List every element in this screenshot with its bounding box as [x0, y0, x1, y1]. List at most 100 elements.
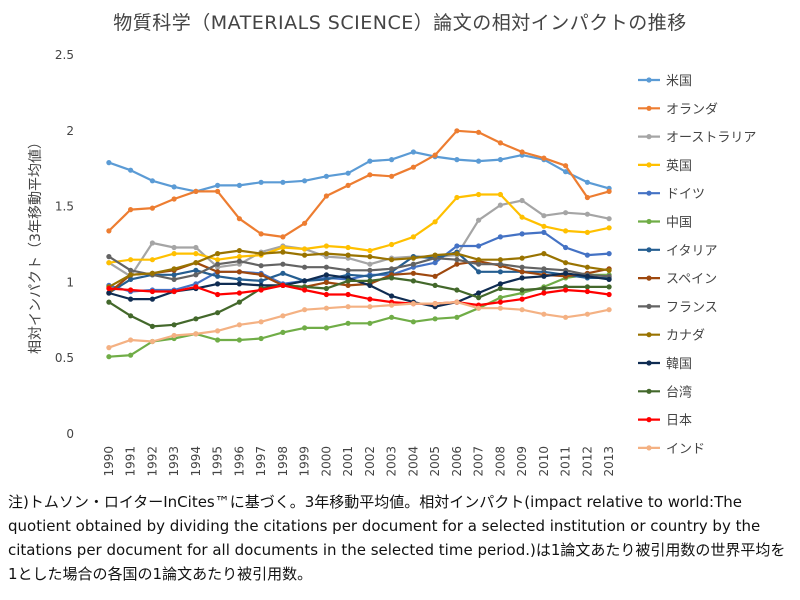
- data-point: [410, 270, 416, 276]
- data-point: [476, 261, 482, 267]
- data-point: [280, 179, 286, 185]
- data-point: [367, 267, 373, 273]
- series-line: [108, 150, 610, 193]
- data-point: [389, 157, 395, 163]
- x-tick-label: 2011: [559, 446, 573, 477]
- series-line: [108, 276, 610, 328]
- data-point: [258, 231, 264, 237]
- data-point: [345, 267, 351, 273]
- data-point: [345, 252, 351, 258]
- data-point: [389, 302, 395, 308]
- data-point: [606, 251, 612, 257]
- data-point: [367, 278, 373, 284]
- data-point: [302, 252, 308, 258]
- data-point: [323, 173, 329, 179]
- legend-item: スペイン: [638, 272, 717, 287]
- data-point: [215, 337, 221, 343]
- data-point: [367, 254, 373, 260]
- y-tick-label: 1.5: [55, 200, 74, 214]
- data-point: [410, 255, 416, 261]
- data-point: [606, 276, 612, 282]
- data-point: [215, 273, 221, 279]
- data-point: [541, 290, 547, 296]
- data-point: [606, 284, 612, 290]
- data-point: [280, 329, 286, 335]
- data-point: [128, 287, 134, 293]
- legend-label: オランダ: [666, 102, 718, 117]
- legend-marker: [646, 218, 652, 225]
- data-point: [236, 254, 242, 260]
- data-point: [171, 288, 177, 295]
- data-point: [606, 188, 612, 194]
- data-point: [171, 196, 177, 202]
- x-tick-label: 2005: [428, 446, 442, 477]
- data-point: [106, 354, 112, 360]
- y-tick-label: 2: [66, 124, 74, 138]
- series-line: [108, 249, 610, 288]
- data-point: [280, 234, 286, 240]
- data-point: [410, 278, 416, 284]
- data-point: [128, 313, 134, 319]
- x-tick-label: 2009: [515, 446, 529, 477]
- data-point: [476, 290, 482, 296]
- data-point: [258, 287, 264, 293]
- data-point: [584, 179, 591, 185]
- series-line: [108, 193, 610, 264]
- series-line: [108, 129, 610, 238]
- legend: 米国オランダオーストラリア英国ドイツ中国イタリアスペインフランスカナダ韓国台湾日…: [638, 74, 756, 457]
- legend-marker: [646, 162, 652, 168]
- data-point: [302, 325, 308, 331]
- data-point: [410, 319, 416, 325]
- legend-label: 米国: [666, 74, 692, 89]
- data-point: [323, 272, 329, 278]
- series-14: [106, 299, 612, 351]
- data-point: [149, 240, 155, 246]
- data-point: [171, 244, 177, 251]
- data-point: [106, 299, 112, 305]
- data-point: [563, 169, 569, 175]
- data-point: [128, 167, 134, 173]
- legend-label: 韓国: [666, 357, 692, 372]
- data-point: [367, 320, 373, 326]
- data-point: [236, 322, 242, 328]
- x-tick-label: 1996: [232, 446, 246, 477]
- data-point: [519, 149, 525, 155]
- data-point: [323, 193, 329, 199]
- data-point: [606, 216, 612, 222]
- data-point: [236, 337, 242, 343]
- legend-label: カナダ: [666, 329, 705, 344]
- data-point: [302, 246, 308, 252]
- data-point: [193, 251, 199, 257]
- data-point: [584, 229, 591, 235]
- data-point: [171, 266, 177, 272]
- legend-label: スペイン: [666, 272, 717, 287]
- data-point: [476, 129, 482, 135]
- data-point: [497, 157, 503, 163]
- data-point: [323, 291, 329, 298]
- data-point: [149, 257, 155, 263]
- data-point: [193, 284, 199, 290]
- data-point: [454, 314, 460, 320]
- data-point: [236, 216, 242, 222]
- data-point: [541, 213, 547, 219]
- data-point: [236, 269, 242, 275]
- data-point: [519, 287, 525, 293]
- data-point: [367, 261, 373, 267]
- data-point: [171, 276, 177, 282]
- data-point: [454, 128, 460, 134]
- x-tick-label: 2002: [363, 446, 377, 477]
- data-point: [389, 293, 395, 299]
- legend-item: カナダ: [638, 329, 705, 344]
- data-point: [171, 251, 177, 257]
- data-point: [367, 172, 373, 178]
- data-point: [432, 252, 438, 258]
- data-point: [410, 301, 416, 307]
- data-point: [323, 305, 329, 311]
- data-point: [193, 272, 199, 278]
- x-tick-label: 2007: [472, 446, 486, 477]
- legend-marker: [646, 134, 652, 140]
- data-point: [193, 331, 199, 337]
- legend-marker: [646, 105, 652, 111]
- legend-marker: [646, 190, 652, 196]
- data-point: [106, 228, 112, 234]
